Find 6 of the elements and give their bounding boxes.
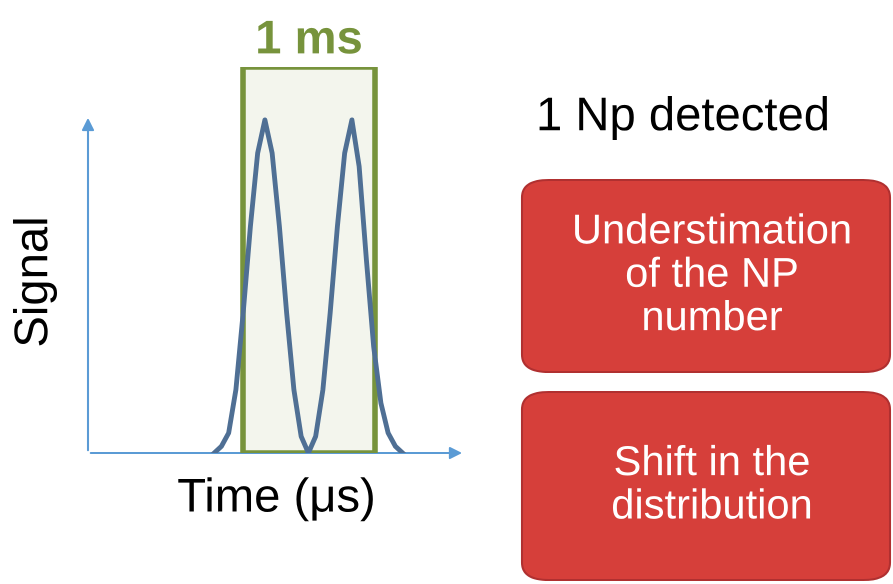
text: 1 Np detected [540,96,827,140]
text: Shift in the distribution [613,444,810,519]
text: Understimation of the NP number [575,213,850,331]
text: 1 ms [258,20,361,54]
x-axis-title: Time (μs) [178,477,373,522]
y-axis-title: Signal [12,220,58,346]
